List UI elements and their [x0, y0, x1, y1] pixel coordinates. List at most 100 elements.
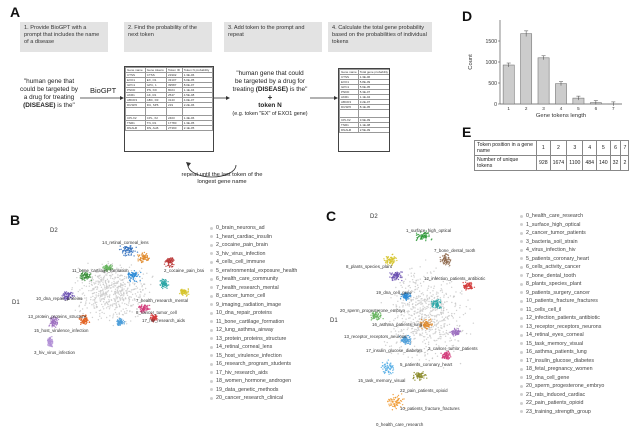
scatter-point — [426, 298, 429, 301]
scatter-point — [132, 299, 134, 301]
bar — [502, 64, 515, 105]
scatter-point — [107, 303, 109, 306]
scatter-point — [451, 332, 453, 335]
scatter-point — [442, 331, 444, 333]
scatter-point — [93, 298, 96, 301]
scatter-point — [145, 252, 148, 255]
scatter-point — [127, 271, 129, 273]
scatter-point — [140, 267, 143, 270]
scatter-point — [128, 302, 130, 304]
scatter-point — [412, 330, 415, 333]
scatter-point — [139, 288, 141, 291]
scatter-point — [396, 259, 398, 262]
scatter-point — [116, 291, 118, 293]
scatter-point — [402, 302, 404, 304]
scatter-point — [409, 292, 411, 295]
scatter-point — [426, 327, 428, 330]
legend-label: 20_sperm_progesterone_embryo — [526, 383, 605, 390]
prompt-mid-end: is the" — [289, 86, 308, 93]
scatter-point — [449, 354, 451, 357]
legend-dot — [520, 359, 523, 363]
scatter-point — [64, 295, 66, 298]
scatter-point — [420, 372, 422, 375]
scatter-point — [427, 321, 429, 323]
scatter-point — [139, 307, 141, 309]
scatter-point — [422, 375, 424, 377]
scatter-point — [384, 369, 387, 372]
scatter-point — [455, 329, 458, 331]
scatter-point — [86, 269, 88, 272]
scatter-point — [54, 326, 57, 328]
scatter-point — [128, 300, 130, 302]
scatter-point — [402, 299, 405, 301]
scatter-point — [392, 368, 395, 370]
scatter-point — [420, 236, 422, 238]
scatter-point — [440, 284, 443, 286]
scatter-point — [130, 320, 132, 322]
scatter-point — [389, 336, 392, 339]
scatter-point — [135, 288, 137, 290]
scatter-point — [108, 267, 111, 269]
scatter-point — [422, 326, 425, 328]
scatter-point — [139, 295, 141, 298]
scatter-point — [127, 273, 130, 275]
scatter-point — [374, 313, 376, 316]
scatter-point — [102, 306, 104, 308]
legend-item: 6_cells_activity_cancer — [520, 263, 604, 272]
scatter-point — [131, 247, 133, 249]
scatter-point — [143, 257, 145, 259]
scatter-point — [382, 317, 384, 320]
scatter-point — [397, 278, 400, 281]
scatter-point — [128, 266, 131, 268]
scatter-point — [451, 301, 453, 304]
scatter-point — [93, 292, 96, 294]
scatter-point — [122, 295, 125, 297]
scatter-point — [127, 287, 129, 289]
scatter-point — [110, 269, 112, 272]
scatter-point — [69, 296, 72, 299]
scatter-point — [137, 274, 140, 276]
scatter-point — [447, 311, 449, 314]
legend-item: 8_plants_species_plant — [520, 280, 604, 289]
scatter-point — [417, 351, 419, 353]
scatter-point — [117, 324, 119, 327]
scatter-point — [428, 326, 430, 328]
scatter-point — [406, 334, 409, 337]
legend-label: 23_training_strength_group — [526, 408, 591, 415]
legend-item: 10_dna_repair_proteins — [210, 309, 297, 318]
scatter-point — [427, 343, 430, 346]
scatter-point — [440, 288, 443, 290]
scatter-point — [395, 401, 397, 404]
scatter-point — [406, 304, 409, 306]
scatter-point — [120, 298, 122, 300]
scatter-point — [407, 292, 409, 294]
legend-label: 13_receptor_receptors_neurons — [526, 323, 602, 330]
scatter-point — [412, 281, 414, 283]
scatter-point — [125, 277, 127, 279]
scatter-point — [403, 328, 405, 331]
scatter-point — [389, 368, 392, 371]
scatter-point — [151, 314, 153, 316]
scatter-point — [410, 272, 412, 274]
legend-dot — [520, 393, 523, 397]
legend-dot — [210, 243, 213, 247]
scatter-point — [397, 272, 399, 274]
legend-label: 9_imaging_radiation_image — [216, 301, 282, 308]
scatter-point — [444, 352, 446, 354]
scatter-point — [117, 291, 120, 293]
scatter-point — [136, 251, 139, 253]
legend-label: 8_plants_species_plant — [526, 281, 582, 288]
scatter-point — [389, 276, 391, 278]
scatter-point — [152, 320, 154, 322]
scatter-point — [447, 354, 450, 356]
scatter-point — [187, 289, 190, 291]
scatter-point — [114, 293, 117, 295]
scatter-point — [108, 284, 110, 286]
scatter-point — [148, 291, 151, 294]
scatter-point — [124, 297, 127, 299]
scatter-point — [434, 307, 436, 310]
scatter-point — [74, 309, 77, 311]
scatter-point — [153, 318, 155, 320]
legend-dot — [210, 277, 213, 281]
scatter-point — [95, 311, 97, 314]
